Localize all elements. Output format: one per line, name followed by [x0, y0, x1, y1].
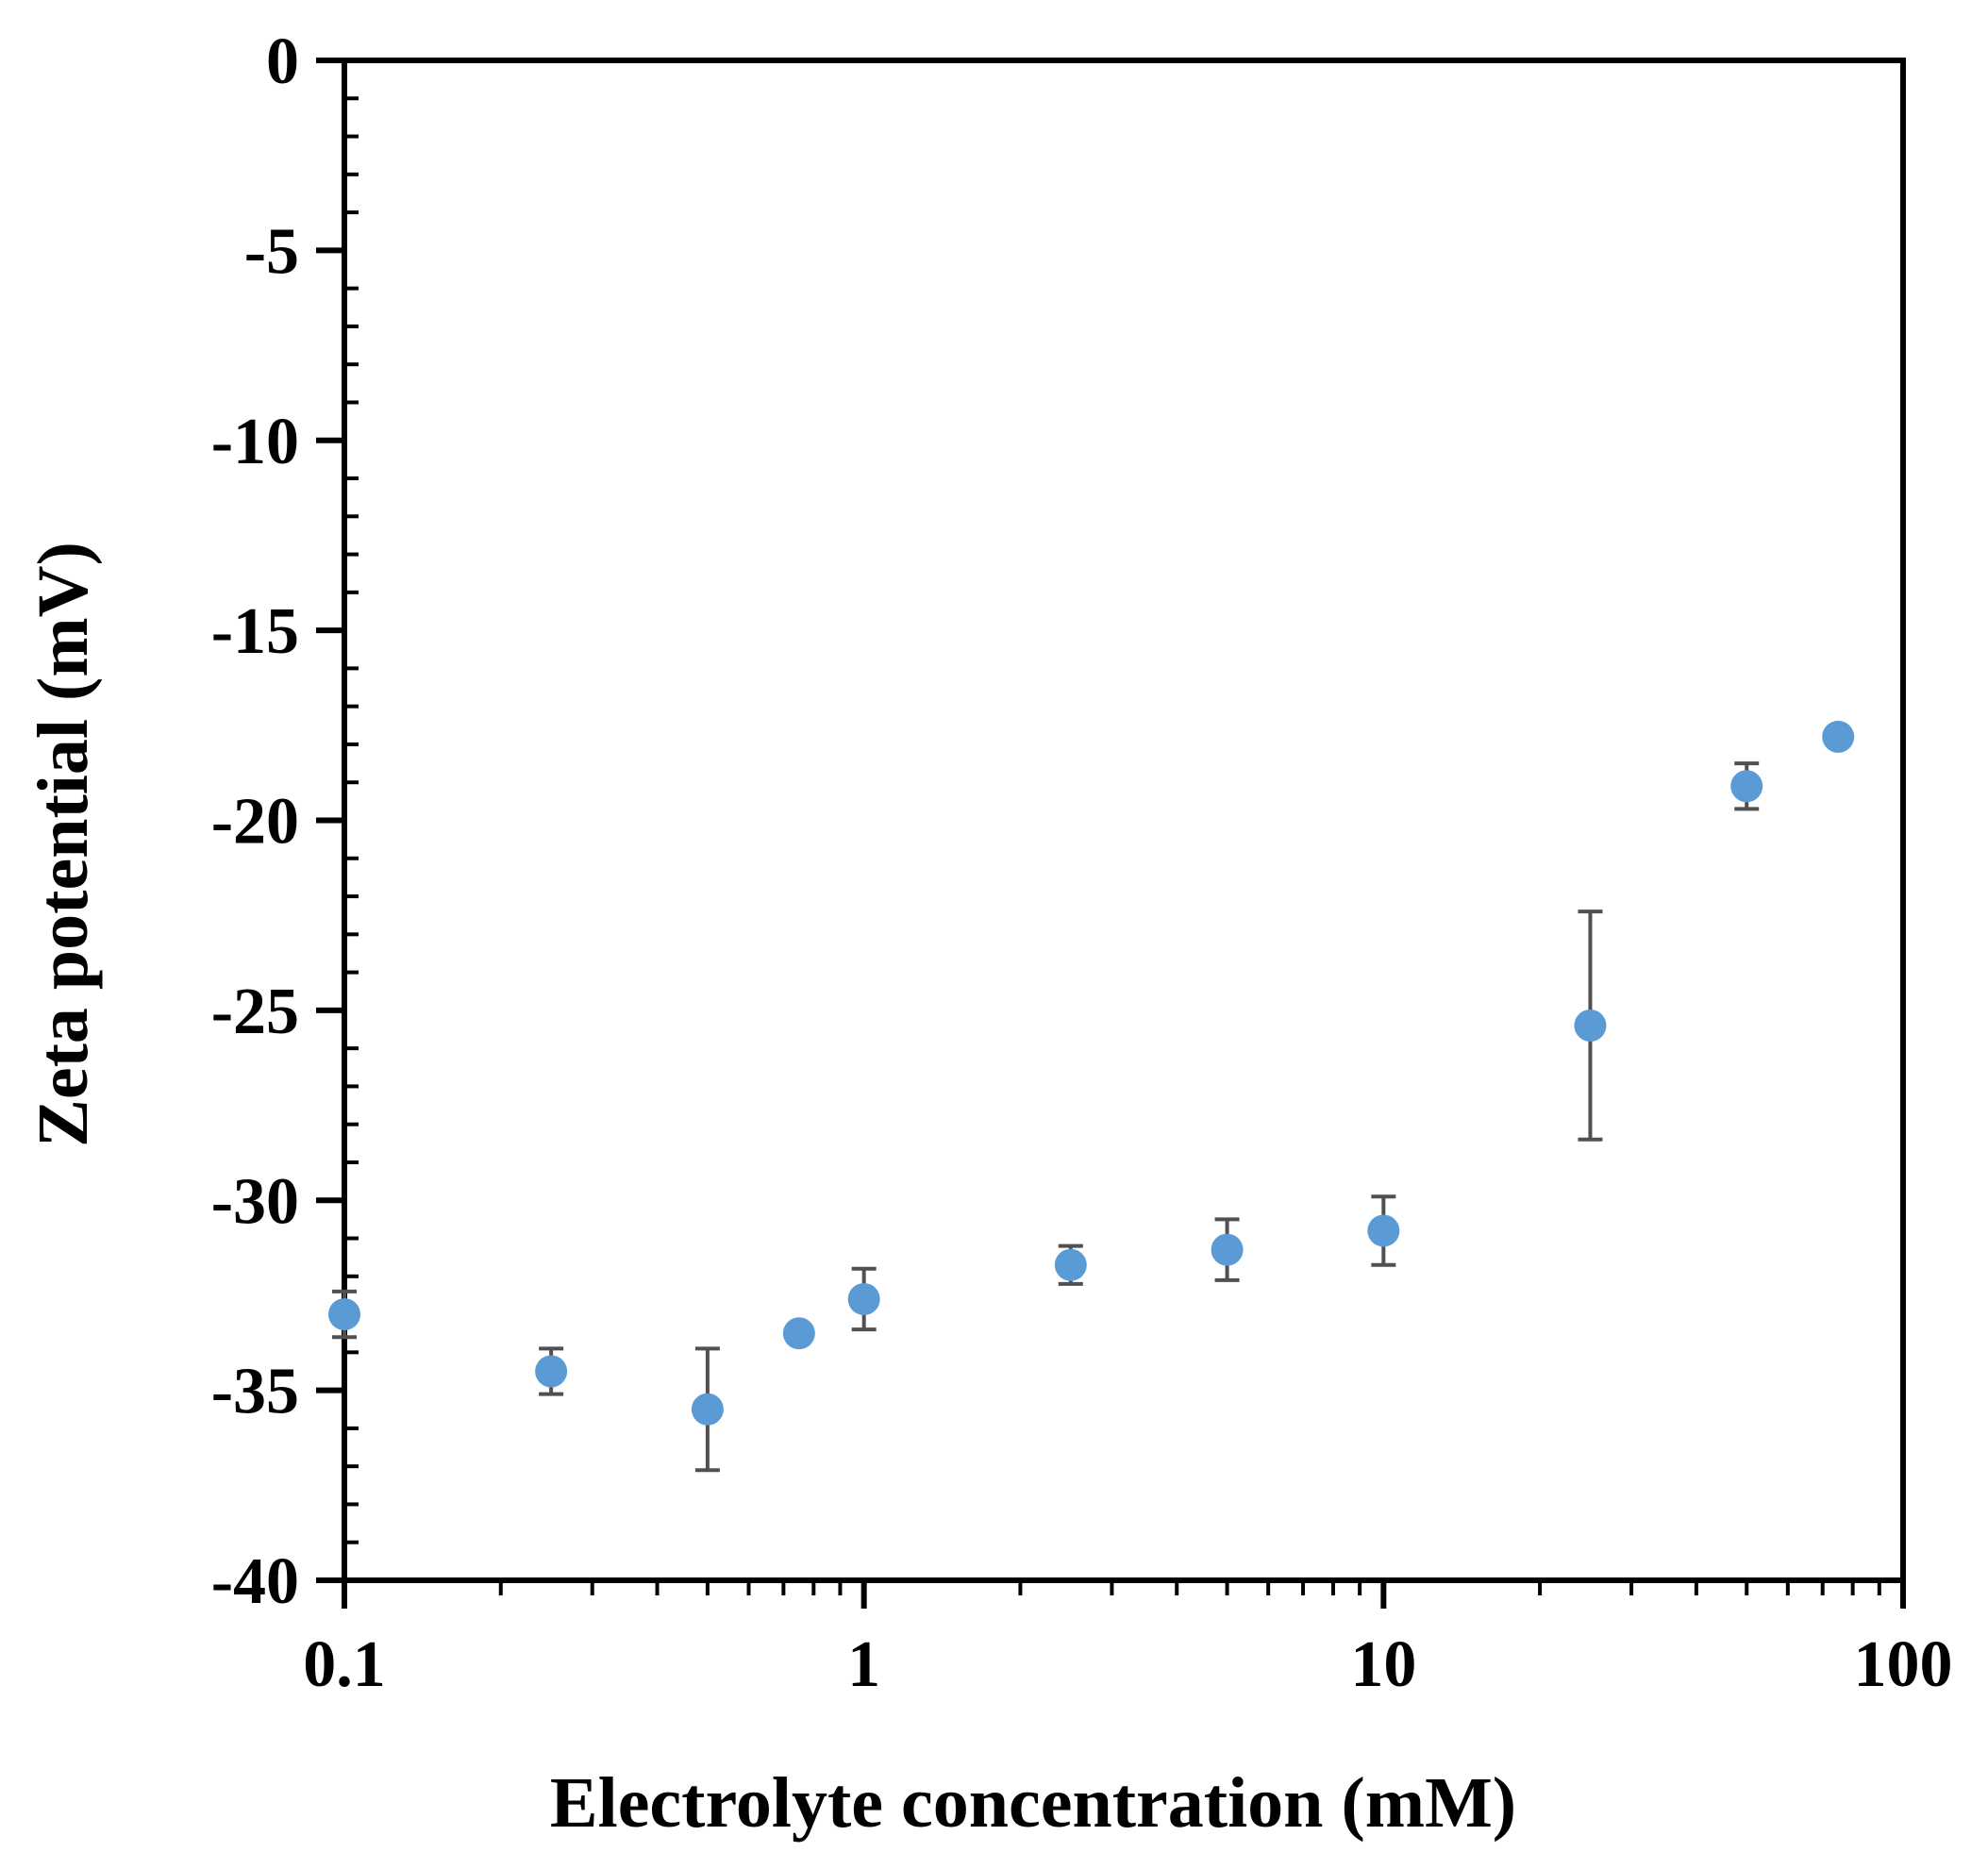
data-point [782, 1317, 815, 1350]
data-point [1054, 1248, 1087, 1281]
data-point [847, 1282, 880, 1315]
data-point [535, 1355, 568, 1388]
y-tick-label: -10 [211, 406, 299, 478]
y-tick-label: -15 [211, 595, 299, 668]
y-tick-label: -5 [244, 215, 299, 288]
y-tick-label: -35 [211, 1356, 299, 1428]
y-tick-label: -40 [211, 1545, 299, 1618]
data-point [1574, 1009, 1607, 1042]
data-points [328, 720, 1855, 1426]
data-point [691, 1393, 724, 1426]
axes [316, 58, 1906, 1609]
data-point [1730, 770, 1763, 803]
data-point [1822, 720, 1855, 753]
plot-frame [342, 58, 1906, 1583]
data-point [1211, 1233, 1244, 1266]
y-tick-label: 0 [266, 25, 299, 98]
x-tick-label: 100 [1854, 1628, 1953, 1701]
x-tick-label: 1 [847, 1628, 880, 1701]
y-axis-title: Zeta potential (mV) [24, 542, 103, 1147]
x-tick-label: 10 [1350, 1628, 1416, 1701]
y-tick-label: -30 [211, 1165, 299, 1238]
y-tick-label: -20 [211, 786, 299, 859]
x-tick-label: 0.1 [303, 1628, 386, 1701]
data-point [1367, 1214, 1400, 1247]
x-axis-title: Electrolyte concentration (mM) [550, 1763, 1516, 1843]
data-point [328, 1298, 360, 1331]
tick-labels: 0 -5 -10 -15 -20 -25 -30 -35 -400.1 1 10 100 [211, 25, 1953, 1701]
y-tick-label: -25 [211, 976, 299, 1048]
